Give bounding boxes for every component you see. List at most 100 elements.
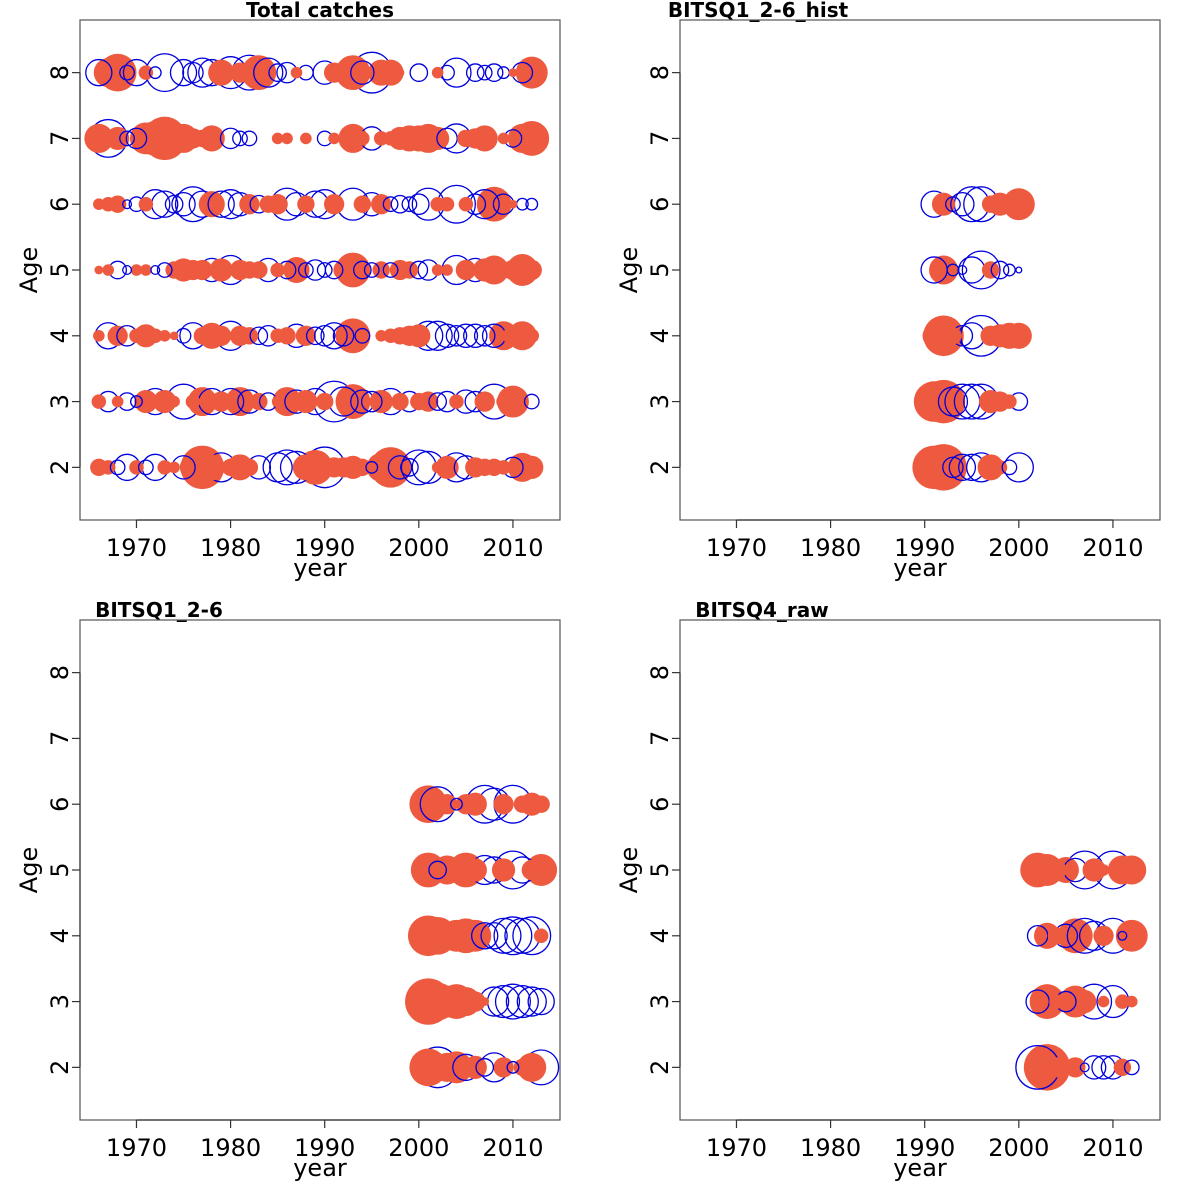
- y-tick-label: 6: [646, 797, 674, 812]
- x-tick-label: 1980: [200, 534, 261, 562]
- bubble-positive: [400, 261, 419, 279]
- bubble-positive: [912, 445, 956, 490]
- bubble-positive: [271, 395, 284, 408]
- bubble-negative: [961, 250, 1001, 290]
- x-tick-label: 1990: [294, 534, 355, 562]
- bubble-positive: [84, 123, 114, 153]
- y-tick-label: 5: [46, 862, 74, 877]
- bubble-negative: [137, 459, 154, 476]
- bubble-negative: [1117, 930, 1128, 941]
- bubble-negative: [473, 324, 496, 347]
- bubble-negative: [527, 987, 555, 1016]
- bubble-negative: [253, 57, 284, 88]
- bubble-positive: [922, 324, 946, 348]
- bubble-positive: [458, 196, 474, 212]
- bubble-negative: [497, 66, 510, 80]
- x-axis-label: year: [293, 1154, 347, 1182]
- bubbles: [1015, 850, 1148, 1091]
- bubble-negative: [506, 1060, 520, 1074]
- bubble-positive: [93, 58, 123, 88]
- y-tick-label: 4: [46, 328, 74, 343]
- bubble-positive: [211, 391, 232, 412]
- bubble-positive: [494, 261, 513, 279]
- bubble-positive: [474, 391, 495, 412]
- y-tick-label: 3: [646, 994, 674, 1009]
- bubble-positive: [107, 325, 128, 346]
- bubble-negative: [268, 63, 287, 82]
- panel-title: BITSQ1_2-6_hist: [668, 0, 849, 22]
- bubble-positive: [449, 394, 464, 409]
- bubble-positive: [375, 329, 387, 342]
- bubble-positive: [524, 328, 540, 344]
- y-tick-label: 2: [46, 460, 74, 475]
- bubble-positive: [409, 785, 448, 824]
- panel-title: BITSQ4_raw: [695, 598, 829, 622]
- panel-bitsq1-2-6: BITSQ1_2-6 year Age 1970 1980 1990 2000 2010…: [15, 598, 561, 1182]
- bubble-positive: [913, 381, 955, 422]
- panel-bitsq1-2-6-hist: BITSQ1_2-6_hist year Age 1970 1980 1990 200…: [615, 0, 1161, 582]
- bubble-positive: [1002, 188, 1035, 221]
- bubble-negative: [171, 191, 196, 217]
- bubble-negative: [297, 262, 314, 278]
- bubble-positive: [520, 455, 544, 479]
- x-tick-label: 1970: [106, 534, 167, 562]
- x-tick-label: 1970: [106, 1134, 167, 1162]
- y-tick-label: 8: [46, 65, 74, 80]
- bubble-positive: [148, 328, 163, 344]
- bubble-positive: [355, 131, 370, 146]
- bubble-negative: [494, 983, 531, 1020]
- bubble-positive: [929, 255, 959, 285]
- y-axis-label: Age: [15, 247, 43, 293]
- bubble-positive: [94, 265, 104, 275]
- bubble-negative: [1079, 1062, 1090, 1073]
- bubble-negative: [475, 1058, 495, 1077]
- bubble-positive: [473, 258, 497, 282]
- bubble-positive: [366, 452, 396, 482]
- bubble-negative: [523, 393, 540, 410]
- bubble-negative: [484, 63, 504, 82]
- x-tick-label: 2000: [988, 534, 1049, 562]
- y-tick-label: 2: [46, 1060, 74, 1075]
- bubble-positive: [240, 458, 259, 477]
- bubble-positive: [294, 389, 318, 414]
- bubble-negative: [937, 386, 969, 417]
- bubble-positive: [328, 132, 340, 145]
- bubble-positive: [1097, 864, 1110, 876]
- bubble-negative: [1003, 452, 1034, 483]
- y-tick-label: 5: [646, 862, 674, 877]
- bubble-positive: [1115, 994, 1130, 1009]
- panel-total-catches: Total catches year Age 1970 1980 1990 2000 2…: [15, 0, 561, 582]
- bubble-positive: [211, 325, 232, 346]
- bubble-positive: [435, 924, 459, 948]
- bubble-positive: [436, 794, 458, 815]
- bubble-positive: [169, 331, 179, 341]
- bubble-positive: [439, 196, 455, 212]
- bubble-negative: [182, 61, 204, 84]
- y-tick-label: 8: [46, 665, 74, 680]
- bubble-positive: [496, 385, 529, 418]
- bubble-negative: [382, 262, 399, 278]
- bubble-positive: [497, 132, 510, 145]
- bubble-negative: [109, 459, 126, 476]
- bubble-positive: [441, 264, 453, 276]
- bubble-negative: [516, 986, 547, 1017]
- bubble-positive: [187, 387, 217, 417]
- bubble-positive: [129, 122, 162, 155]
- y-tick-label: 6: [46, 197, 74, 212]
- bubble-positive: [221, 458, 240, 477]
- x-tick-label: 2000: [388, 534, 449, 562]
- bubble-positive: [198, 191, 225, 218]
- bubble-positive: [193, 327, 212, 345]
- bubble-negative: [320, 322, 348, 350]
- bubble-negative: [1015, 266, 1023, 274]
- bubble-negative: [493, 916, 533, 956]
- bubble-positive: [981, 195, 1000, 213]
- x-tick-label: 1970: [706, 1134, 767, 1162]
- bubble-positive: [198, 454, 225, 481]
- bubble-negative: [471, 922, 499, 950]
- bubble-positive: [455, 794, 477, 815]
- bubble-negative: [450, 797, 463, 811]
- bubble-positive: [271, 132, 284, 145]
- bubble-positive: [225, 387, 255, 417]
- bubble-positive: [168, 395, 180, 408]
